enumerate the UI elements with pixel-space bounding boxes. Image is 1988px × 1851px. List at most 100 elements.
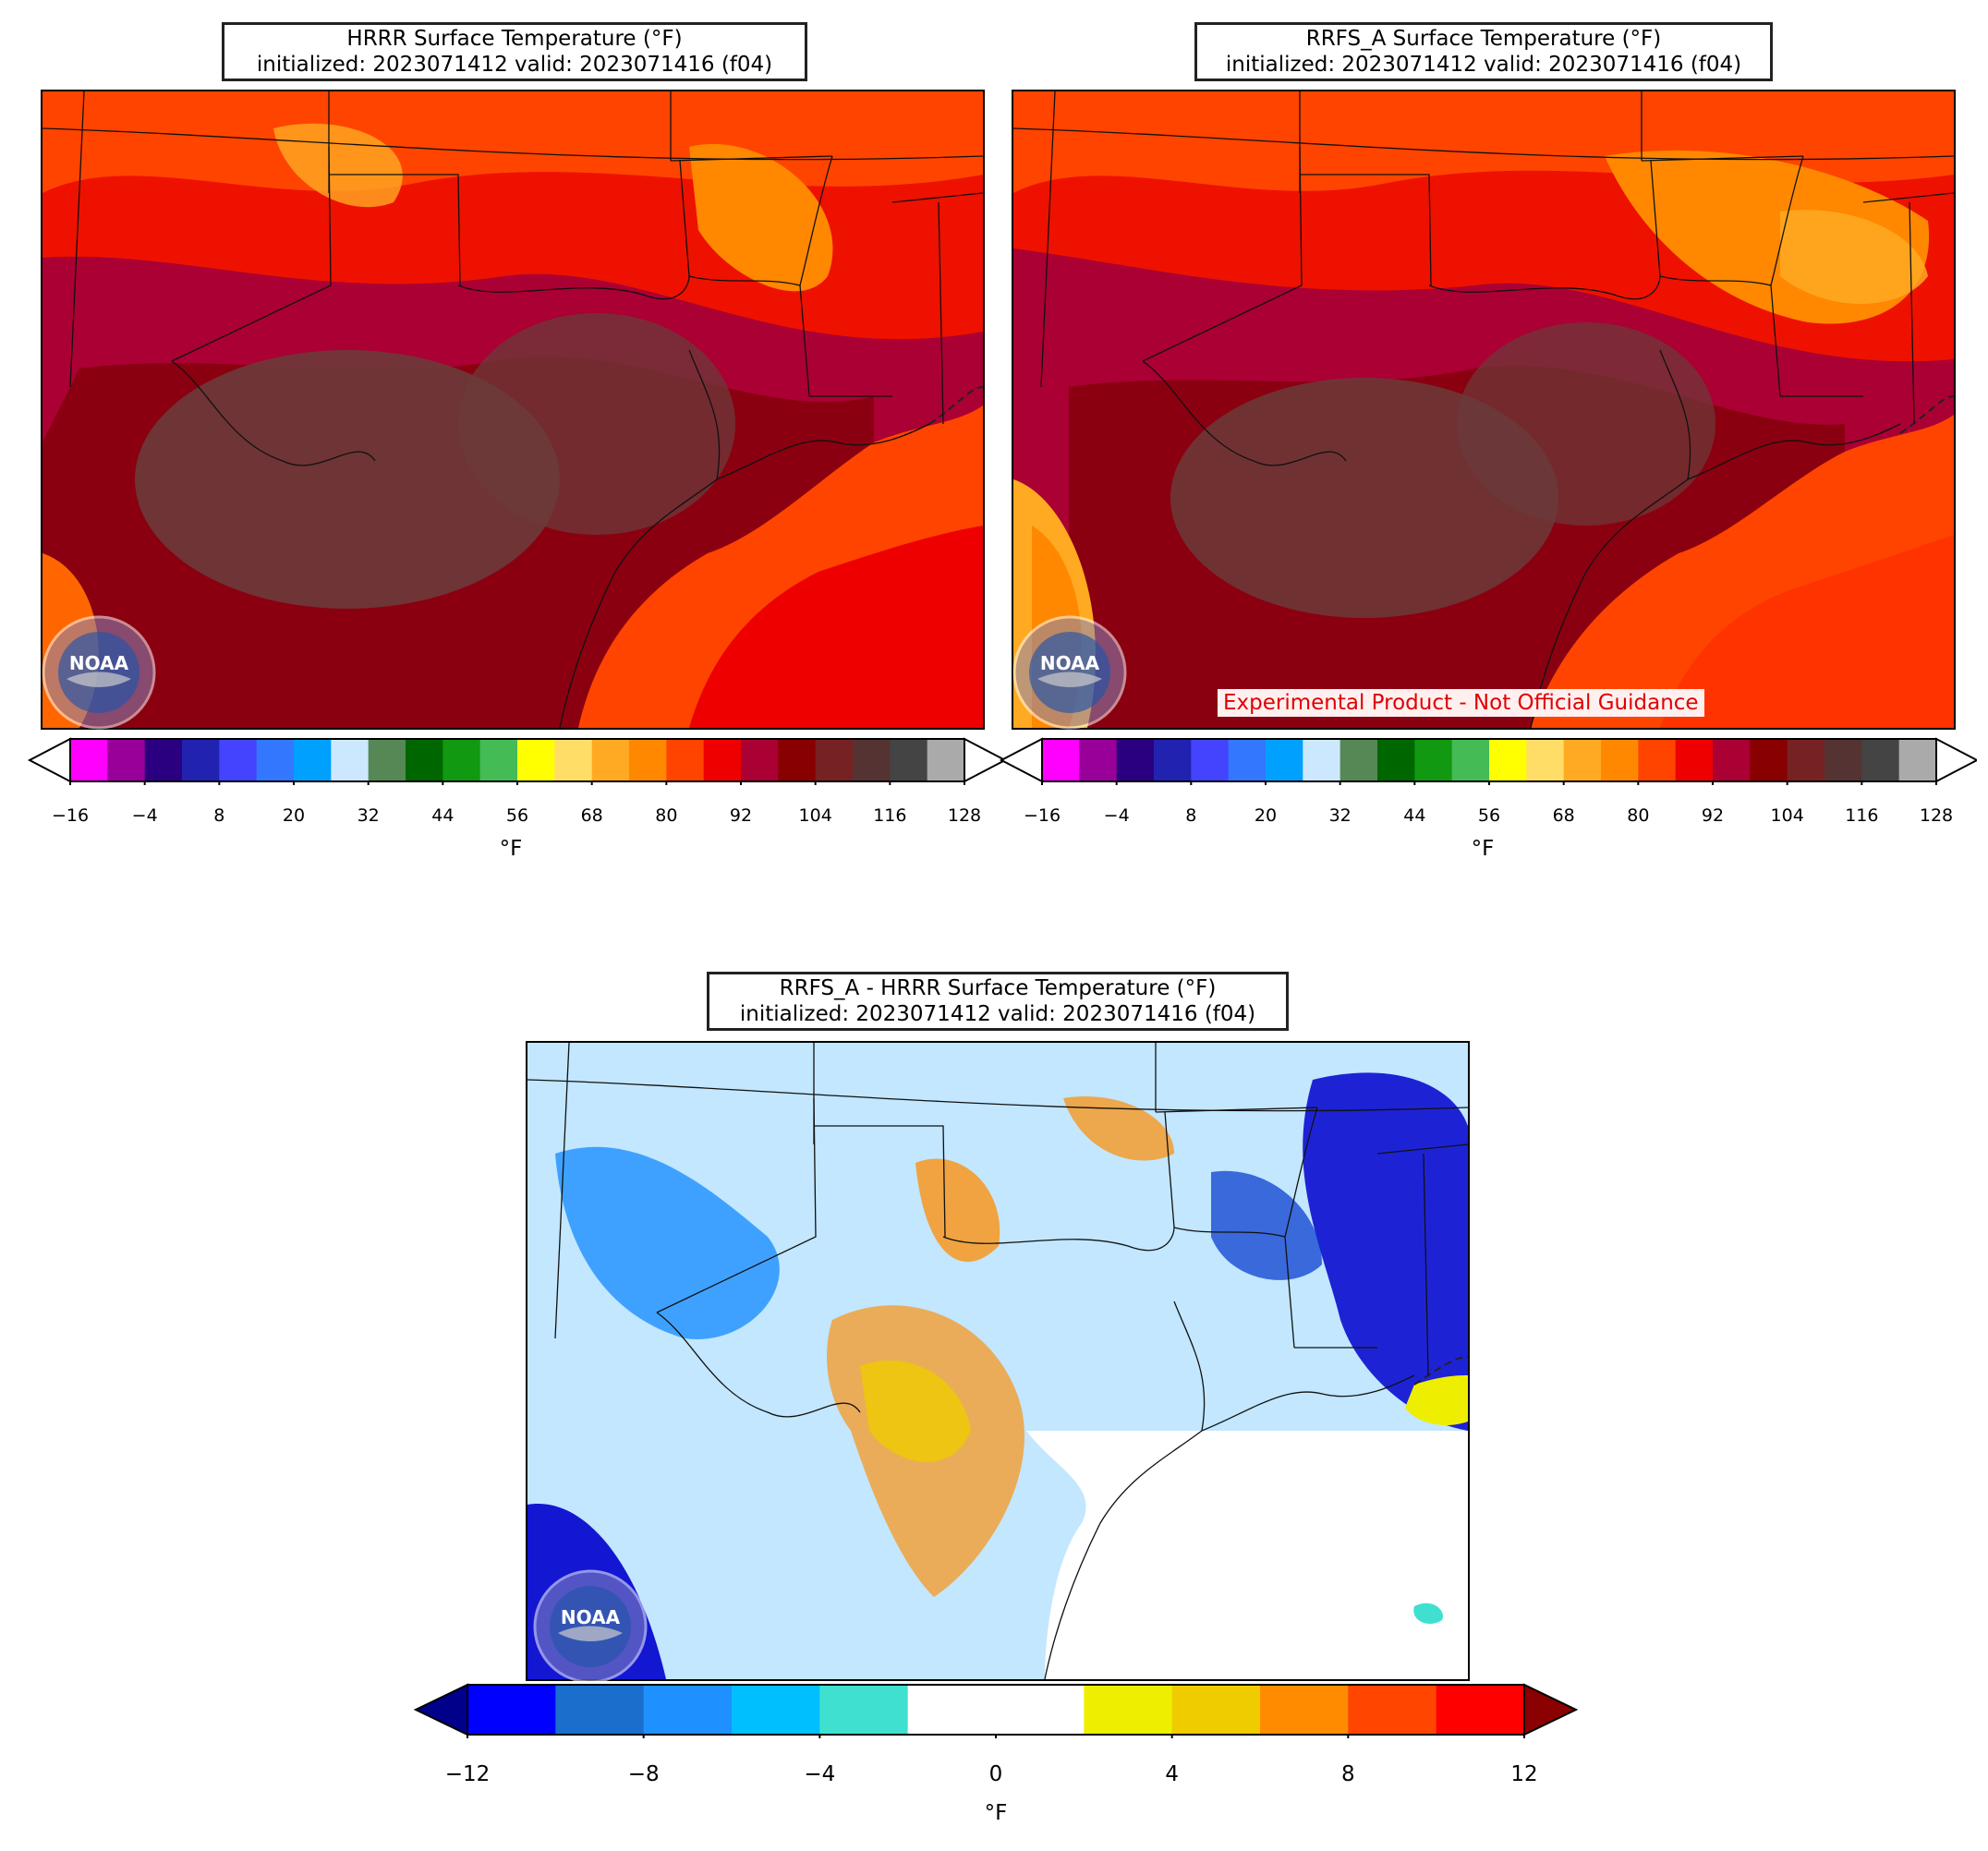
hrrr-tick-label: 56 — [505, 805, 529, 826]
hrrr-color-segment — [107, 739, 146, 781]
rrfs-color-segment — [1675, 739, 1714, 781]
rrfs-color-segment — [1787, 739, 1825, 781]
diff-color-segment — [1348, 1685, 1437, 1735]
hrrr-extend-low — [27, 737, 71, 783]
hrrr-colorbar-strip — [27, 737, 1008, 789]
rrfs-tick-label: 80 — [1627, 805, 1650, 826]
diff-color-segment — [1171, 1685, 1261, 1735]
hrrr-color-segment — [591, 739, 630, 781]
diff-tick-label: 12 — [1510, 1762, 1538, 1786]
diff-tick-label: 0 — [988, 1762, 1003, 1786]
diff-tick-label: 8 — [1341, 1762, 1355, 1786]
rrfs-map — [1012, 90, 1956, 730]
hrrr-color-segment — [629, 739, 667, 781]
rrfs-color-segment — [1824, 739, 1862, 781]
diff-colorbar-unit: °F — [984, 1801, 1008, 1825]
hrrr-color-segment — [182, 739, 220, 781]
rrfs-color-segment — [1750, 739, 1788, 781]
diff-color-segment — [732, 1685, 820, 1735]
svg-text:NOAA: NOAA — [561, 1606, 621, 1628]
hrrr-color-segment — [666, 739, 705, 781]
rrfs-tick-label: 128 — [1919, 805, 1954, 826]
svg-text:NOAA: NOAA — [69, 652, 129, 674]
diff-color-segment — [643, 1685, 733, 1735]
hrrr-tick-label: 116 — [873, 805, 907, 826]
hrrr-tick-label: 104 — [798, 805, 832, 826]
rrfs-color-segment — [1898, 739, 1937, 781]
hrrr-tick-label: 32 — [357, 805, 380, 826]
diff-title-line1: RRFS_A - HRRR Surface Temperature (°F) — [779, 976, 1217, 1000]
hrrr-tick-label: 20 — [282, 805, 306, 826]
hrrr-color-segment — [853, 739, 891, 781]
diff-extend-high — [1523, 1683, 1579, 1736]
hrrr-tick-label: −16 — [51, 805, 90, 826]
hrrr-color-segment — [815, 739, 854, 781]
hrrr-color-segment — [890, 739, 928, 781]
rrfs-tick-label: 56 — [1477, 805, 1501, 826]
rrfs-color-segment — [1526, 739, 1565, 781]
rrfs-tick-label: −4 — [1103, 805, 1130, 826]
hrrr-color-segment — [368, 739, 406, 781]
diff-tick-label: −8 — [627, 1762, 660, 1786]
diff-colorbar — [412, 1683, 1580, 1742]
rrfs-color-segment — [1713, 739, 1751, 781]
hrrr-tick-label: 68 — [580, 805, 603, 826]
hrrr-title-line2: initialized: 2023071412 valid: 202307141… — [256, 53, 773, 77]
hrrr-title: HRRR Surface Temperature (°F) initialize… — [222, 22, 807, 81]
rrfs-color-segment — [1154, 739, 1192, 781]
diff-tick-label: −4 — [804, 1762, 836, 1786]
hrrr-color-segment — [256, 739, 295, 781]
hrrr-tick-label: −4 — [131, 805, 158, 826]
experimental-disclaimer: Experimental Product - Not Official Guid… — [1218, 689, 1704, 717]
diff-color-segment — [996, 1685, 1085, 1735]
rrfs-extend-high — [1935, 737, 1980, 783]
diff-color-segment — [907, 1685, 997, 1735]
rrfs-tick-label: 104 — [1770, 805, 1804, 826]
rrfs-tick-label: −16 — [1023, 805, 1061, 826]
hrrr-tick-label: 80 — [655, 805, 678, 826]
hrrr-color-segment — [406, 739, 443, 781]
rrfs-colorbar — [998, 737, 1980, 789]
rrfs-color-segment — [1303, 739, 1341, 781]
diff-color-segment — [1436, 1685, 1525, 1735]
noaa-logo: NOAA — [532, 1568, 649, 1688]
hrrr-tick-label: 8 — [213, 805, 225, 826]
rrfs-tick-label: 92 — [1701, 805, 1725, 826]
diff-tick-label: −12 — [444, 1762, 491, 1786]
rrfs-colorbar-strip — [999, 737, 1980, 789]
rrfs-color-segment — [1377, 739, 1415, 781]
hrrr-color-segment — [517, 739, 555, 781]
rrfs-color-segment — [1638, 739, 1677, 781]
diff-map-field — [527, 1043, 1468, 1679]
hrrr-color-segment — [479, 739, 518, 781]
rrfs-color-segment — [1079, 739, 1118, 781]
diff-color-segment — [467, 1685, 556, 1735]
diff-color-segment — [1260, 1685, 1349, 1735]
diff-map — [526, 1041, 1470, 1681]
diff-colorbar-strip — [413, 1683, 1579, 1742]
rrfs-color-segment — [1489, 739, 1527, 781]
hrrr-color-segment — [70, 739, 108, 781]
noaa-logo: NOAA — [41, 614, 157, 734]
rrfs-title-line2: initialized: 2023071412 valid: 202307141… — [1225, 53, 1742, 77]
rrfs-color-segment — [1228, 739, 1267, 781]
hrrr-tick-label: 128 — [947, 805, 982, 826]
hrrr-color-segment — [219, 739, 258, 781]
rrfs-title: RRFS_A Surface Temperature (°F) initiali… — [1194, 22, 1773, 81]
rrfs-tick-label: 44 — [1403, 805, 1426, 826]
hrrr-color-segment — [442, 739, 481, 781]
rrfs-color-segment — [1451, 739, 1490, 781]
diff-color-segment — [1084, 1685, 1173, 1735]
hrrr-color-segment — [741, 739, 779, 781]
diff-title-line2: initialized: 2023071412 valid: 202307141… — [739, 1002, 1256, 1026]
rrfs-color-segment — [1042, 739, 1080, 781]
hrrr-color-segment — [331, 739, 370, 781]
rrfs-color-segment — [1116, 739, 1155, 781]
svg-text:NOAA: NOAA — [1040, 652, 1100, 674]
noaa-logo: NOAA — [1012, 614, 1128, 734]
rrfs-colorbar-unit: °F — [1471, 837, 1495, 861]
rrfs-title-line1: RRFS_A Surface Temperature (°F) — [1305, 27, 1662, 51]
hrrr-color-segment — [927, 739, 965, 781]
hrrr-title-line1: HRRR Surface Temperature (°F) — [346, 27, 683, 51]
diff-tick-label: 4 — [1165, 1762, 1179, 1786]
